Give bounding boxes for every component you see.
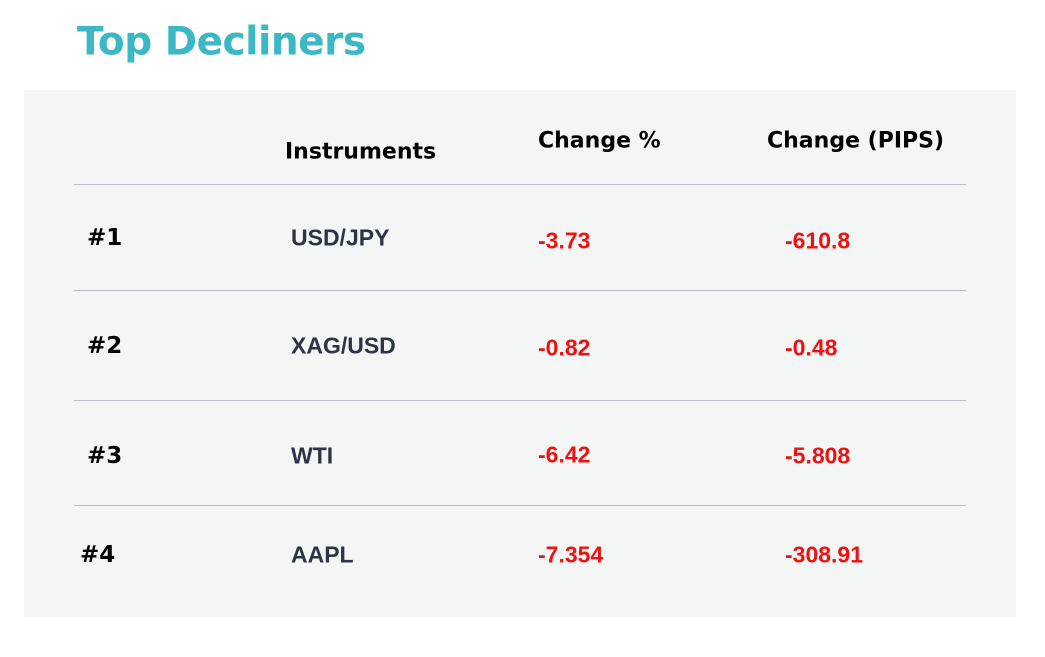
change-percent: -3.73 bbox=[538, 227, 591, 254]
rank: #2 bbox=[87, 333, 123, 359]
change-pips: -5.808 bbox=[785, 442, 851, 469]
row-divider bbox=[74, 400, 966, 401]
table-panel bbox=[24, 90, 1016, 617]
instrument: USD/JPY bbox=[291, 224, 390, 251]
rank: #1 bbox=[87, 225, 123, 251]
change-pips: -308.91 bbox=[785, 541, 864, 568]
rank: #4 bbox=[80, 542, 116, 568]
column-header: Instruments bbox=[285, 139, 437, 165]
instrument: AAPL bbox=[291, 541, 354, 568]
title: Top Decliners bbox=[77, 19, 366, 65]
instrument: XAG/USD bbox=[291, 332, 396, 359]
column-header: Change (PIPS) bbox=[767, 128, 945, 154]
row-divider bbox=[74, 290, 966, 291]
change-percent: -6.42 bbox=[538, 441, 591, 468]
column-header: Change % bbox=[538, 128, 661, 154]
change-percent: -0.82 bbox=[538, 334, 591, 361]
change-pips: -0.48 bbox=[785, 334, 838, 361]
row-divider bbox=[74, 184, 966, 185]
instrument: WTI bbox=[291, 442, 334, 469]
row-divider bbox=[74, 505, 966, 506]
rank: #3 bbox=[87, 443, 123, 469]
change-percent: -7.354 bbox=[538, 541, 604, 568]
change-pips: -610.8 bbox=[785, 227, 851, 254]
